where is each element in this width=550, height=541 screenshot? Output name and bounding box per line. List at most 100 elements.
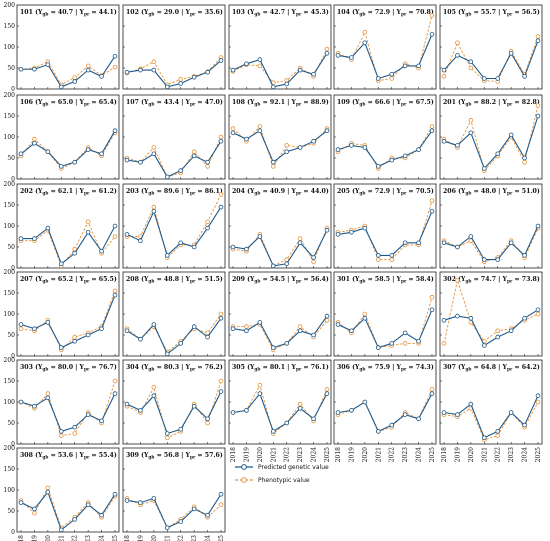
predicted-point (138, 336, 143, 342)
predicted-point (402, 330, 408, 336)
predicted-point (191, 324, 197, 329)
predicted-point (324, 227, 330, 233)
legend-predicted-marker (241, 464, 247, 470)
predicted-point (468, 401, 474, 407)
predicted-point (205, 512, 210, 518)
phenotypic-point (455, 40, 460, 46)
panel-204: 204 (Ygb = 40.9 | Ypr = 44.0) (228, 183, 332, 269)
predicted-point (270, 263, 276, 269)
x-tick-label: 2019 (243, 447, 250, 462)
predicted-point (284, 261, 290, 267)
phenotypic-point (535, 34, 541, 39)
x-tick-label: 2023 (85, 535, 92, 541)
predicted-point (402, 240, 408, 246)
predicted-point (218, 389, 224, 394)
predicted-point (18, 151, 24, 157)
x-tick-label: 2023 (508, 447, 515, 462)
y-tick-label: 150 (4, 466, 16, 473)
predicted-point (18, 66, 24, 72)
predicted-point (218, 315, 224, 321)
x-tick-label: 2024 (522, 447, 529, 462)
panel-title: 202 (Ygb = 62.1 | Ypr = 61.2) (20, 188, 117, 196)
predicted-line (126, 493, 222, 529)
predicted-point (375, 345, 381, 350)
predicted-point (297, 405, 303, 411)
phenotypic-line (337, 297, 433, 349)
predicted-point (508, 328, 514, 334)
predicted-point (178, 168, 184, 173)
predicted-point (402, 412, 408, 417)
predicted-series (18, 391, 118, 434)
x-tick-label: 2022 (72, 535, 79, 541)
predicted-point (257, 128, 263, 134)
predicted-point (178, 240, 184, 246)
predicted-series (230, 50, 330, 90)
predicted-point (112, 292, 118, 298)
predicted-line (21, 55, 116, 88)
x-tick-label: 2022 (495, 447, 502, 462)
predicted-point (535, 223, 541, 229)
phenotypic-line (443, 36, 539, 82)
predicted-line (232, 53, 328, 88)
predicted-point (324, 128, 330, 134)
predicted-series (18, 53, 118, 90)
phenotypic-point (284, 143, 290, 148)
predicted-point (244, 61, 249, 67)
predicted-point (349, 55, 354, 60)
panel-209: 209 (Ygb = 54.5 | Ypr = 56.4) (228, 271, 332, 357)
predicted-point (257, 234, 263, 239)
predicted-point (481, 257, 487, 262)
x-tick-label: 2020 (362, 447, 369, 462)
panel-frame (333, 94, 437, 180)
legend-phenotypic-marker (241, 477, 247, 483)
x-tick-label: 2025 (535, 447, 542, 462)
predicted-line (443, 395, 539, 439)
phenotypic-point (389, 257, 395, 262)
predicted-point (72, 338, 78, 344)
predicted-point (362, 40, 368, 46)
predicted-point (218, 58, 224, 63)
predicted-point (124, 328, 130, 334)
x-tick-label: 2025 (429, 447, 436, 462)
phenotypic-point (218, 378, 224, 384)
y-tick-label: 200 (4, 2, 16, 9)
x-tick-label: 2022 (284, 447, 291, 462)
predicted-point (218, 138, 224, 144)
predicted-point (32, 141, 37, 146)
y-tick-label: 0 (11, 265, 15, 272)
predicted-point (429, 32, 435, 37)
panel-309: 309 (Ygb = 56.8 | Ypr = 57.6) (122, 447, 226, 533)
predicted-point (349, 408, 354, 413)
x-tick-label: 2025 (324, 447, 331, 462)
predicted-point (389, 341, 395, 346)
predicted-point (151, 67, 157, 73)
y-tick-label: 100 (4, 223, 16, 230)
y-tick-label: 200 (4, 357, 16, 364)
predicted-point (349, 328, 354, 334)
phenotypic-point (429, 198, 435, 204)
predicted-point (32, 506, 37, 512)
predicted-point (112, 53, 118, 59)
predicted-point (270, 84, 276, 90)
predicted-point (99, 151, 104, 157)
predicted-point (389, 253, 395, 258)
predicted-point (45, 225, 51, 231)
panel-frame (228, 271, 332, 357)
predicted-series (124, 389, 224, 436)
predicted-point (112, 491, 118, 497)
x-tick-label: 2018 (18, 535, 25, 541)
panel-108: 108 (Ygb = 92.1 | Ypr = 88.9) (228, 94, 332, 180)
phenotypic-point (270, 164, 276, 169)
y-tick-label: 50 (7, 155, 15, 162)
predicted-point (151, 393, 157, 399)
panel-201: 201 (Ygb = 88.2 | Ypr = 82.8) (439, 94, 543, 180)
predicted-point (481, 343, 487, 348)
panel-203: 203 (Ygb = 89.6 | Ypr = 86.1) (122, 183, 226, 269)
panel-title: 305 (Ygb = 80.1 | Ypr = 76.1) (232, 364, 329, 372)
predicted-point (178, 81, 184, 86)
panel-frame (333, 359, 437, 445)
phenotypic-point (45, 485, 51, 491)
predicted-point (85, 230, 91, 235)
predicted-point (522, 74, 527, 79)
x-tick-label: 2018 (441, 447, 448, 462)
